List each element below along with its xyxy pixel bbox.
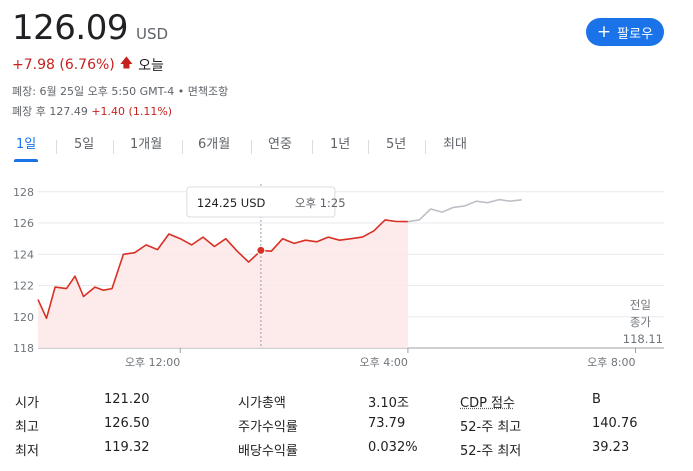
stats-row: 시가 121.20 시가총액 3.10조 CDP 점수 B — [0, 392, 693, 414]
tab-divider — [312, 140, 313, 154]
regular-session-line — [37, 219, 408, 320]
follow-label: 팔로우 — [617, 26, 654, 42]
plus-icon: + — [596, 21, 612, 42]
stat-cdp-value: B — [592, 392, 601, 407]
tab-5d[interactable]: 5일 — [74, 137, 95, 152]
stat-52wk-high-value: 140.76 — [592, 416, 638, 431]
tooltip-box — [186, 186, 336, 218]
quote-header: 126.09 USD — [12, 8, 168, 48]
stat-pe-value: 73.79 — [368, 416, 406, 431]
stat-52wk-high-label: 52-주 최고 — [460, 420, 522, 435]
after-hours-note: 폐장 후 127.49 +1.40 (1.11%) — [12, 103, 172, 119]
tab-max[interactable]: 최대 — [443, 137, 467, 152]
close-note: 폐장: 6월 25일 오후 5:50 GMT-4 • 면책조항 — [12, 85, 229, 98]
y-tick-label: 122 — [13, 280, 34, 293]
stat-52wk-low-value: 39.23 — [592, 440, 630, 455]
prev-close-label: 종가 — [630, 315, 652, 329]
stat-high-value: 126.50 — [104, 416, 150, 431]
y-tick-label: 118 — [13, 342, 34, 355]
tab-divider — [368, 140, 369, 154]
y-tick-label: 120 — [13, 311, 34, 324]
y-tick-label: 128 — [13, 186, 34, 199]
tab-5y[interactable]: 5년 — [386, 137, 407, 152]
tab-1m[interactable]: 1개월 — [130, 137, 163, 152]
tab-1d[interactable]: 1일 — [13, 134, 39, 164]
stat-52wk-low-label: 52-주 최저 — [460, 444, 522, 459]
stats-row: 최저 119.32 배당수익률 0.032% 52-주 최저 39.23 — [0, 440, 693, 462]
y-tick-label: 126 — [13, 217, 34, 230]
prev-close-label: 전일 — [630, 298, 651, 312]
change-period: 오늘 — [138, 58, 164, 74]
after-hours-line — [407, 198, 522, 223]
tooltip-time: 오후 1:25 — [295, 196, 346, 210]
arrow-up-icon: 🡅 — [119, 56, 134, 71]
stat-open-label: 시가 — [15, 396, 39, 411]
stat-yield-label: 배당수익률 — [238, 444, 298, 459]
tooltip-price: 124.25 USD — [197, 196, 266, 210]
prev-close-value: 118.11 — [623, 332, 663, 346]
tab-6m[interactable]: 6개월 — [198, 137, 231, 152]
current-price: 126.09 — [12, 8, 128, 48]
follow-button[interactable]: + 팔로우 — [586, 18, 664, 46]
x-tick-label: 오후 4:00 — [359, 356, 407, 369]
regular-session-area — [38, 219, 408, 348]
stat-low-value: 119.32 — [104, 440, 150, 455]
stat-cdp-label[interactable]: CDP 점수 — [460, 396, 515, 411]
stat-high-label: 최고 — [15, 420, 39, 435]
price-change: +7.98 (6.76%) 🡅 오늘 — [12, 54, 164, 76]
x-tick-label: 오후 12:00 — [125, 356, 180, 369]
currency-label: USD — [135, 25, 169, 43]
tab-divider — [113, 140, 114, 154]
stat-mktcap-value: 3.10조 — [368, 396, 409, 411]
range-tabs: 1일 5일 1개월 6개월 연중 1년 5년 최대 — [0, 134, 693, 164]
x-tick-label: 오후 8:00 — [587, 356, 635, 369]
price-chart[interactable]: 128 126 124 122 120 118 오후 12:00 오후 4:00 오후 8:00… — [0, 168, 693, 378]
tab-divider — [251, 140, 252, 154]
stats-row: 최고 126.50 주가수익률 73.79 52-주 최고 140.76 — [0, 416, 693, 438]
stat-mktcap-label: 시가총액 — [238, 396, 286, 411]
after-hours-change: +1.40 (1.11%) — [91, 105, 173, 118]
tab-divider — [425, 140, 426, 154]
tab-divider — [56, 140, 57, 154]
stat-yield-value: 0.032% — [368, 440, 418, 455]
after-hours-price: 폐장 후 127.49 — [12, 105, 88, 118]
stat-pe-label: 주가수익률 — [238, 420, 298, 435]
stat-open-value: 121.20 — [104, 392, 150, 407]
hover-point[interactable] — [256, 245, 266, 255]
tab-1y[interactable]: 1년 — [330, 137, 351, 152]
tab-ytd[interactable]: 연중 — [268, 137, 292, 152]
change-value: +7.98 (6.76%) — [12, 57, 115, 73]
tab-divider — [182, 140, 183, 154]
y-tick-label: 124 — [13, 248, 34, 261]
stat-low-label: 최저 — [15, 444, 39, 459]
